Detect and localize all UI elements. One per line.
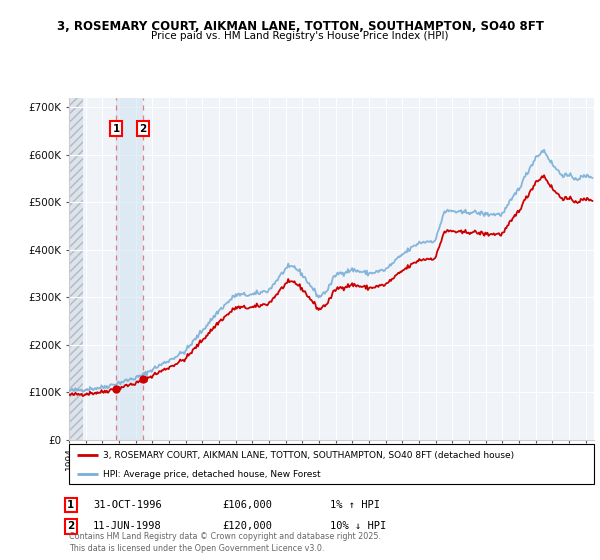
Text: 11-JUN-1998: 11-JUN-1998 — [93, 521, 162, 531]
Text: 10% ↓ HPI: 10% ↓ HPI — [330, 521, 386, 531]
Text: £120,000: £120,000 — [222, 521, 272, 531]
Text: 2: 2 — [67, 521, 74, 531]
Text: 1: 1 — [113, 124, 120, 134]
Bar — [116, 98, 143, 440]
Text: 3, ROSEMARY COURT, AIKMAN LANE, TOTTON, SOUTHAMPTON, SO40 8FT (detached house): 3, ROSEMARY COURT, AIKMAN LANE, TOTTON, … — [103, 451, 514, 460]
FancyBboxPatch shape — [69, 444, 594, 484]
Text: 3, ROSEMARY COURT, AIKMAN LANE, TOTTON, SOUTHAMPTON, SO40 8FT: 3, ROSEMARY COURT, AIKMAN LANE, TOTTON, … — [56, 20, 544, 32]
Text: Price paid vs. HM Land Registry's House Price Index (HPI): Price paid vs. HM Land Registry's House … — [151, 31, 449, 41]
Text: Contains HM Land Registry data © Crown copyright and database right 2025.
This d: Contains HM Land Registry data © Crown c… — [69, 533, 381, 553]
Bar — [69, 98, 83, 440]
Text: 2: 2 — [139, 124, 146, 134]
Text: £106,000: £106,000 — [222, 500, 272, 510]
Bar — [69, 98, 83, 440]
Text: 31-OCT-1996: 31-OCT-1996 — [93, 500, 162, 510]
Text: 1: 1 — [67, 500, 74, 510]
Text: HPI: Average price, detached house, New Forest: HPI: Average price, detached house, New … — [103, 470, 321, 479]
Text: 1% ↑ HPI: 1% ↑ HPI — [330, 500, 380, 510]
